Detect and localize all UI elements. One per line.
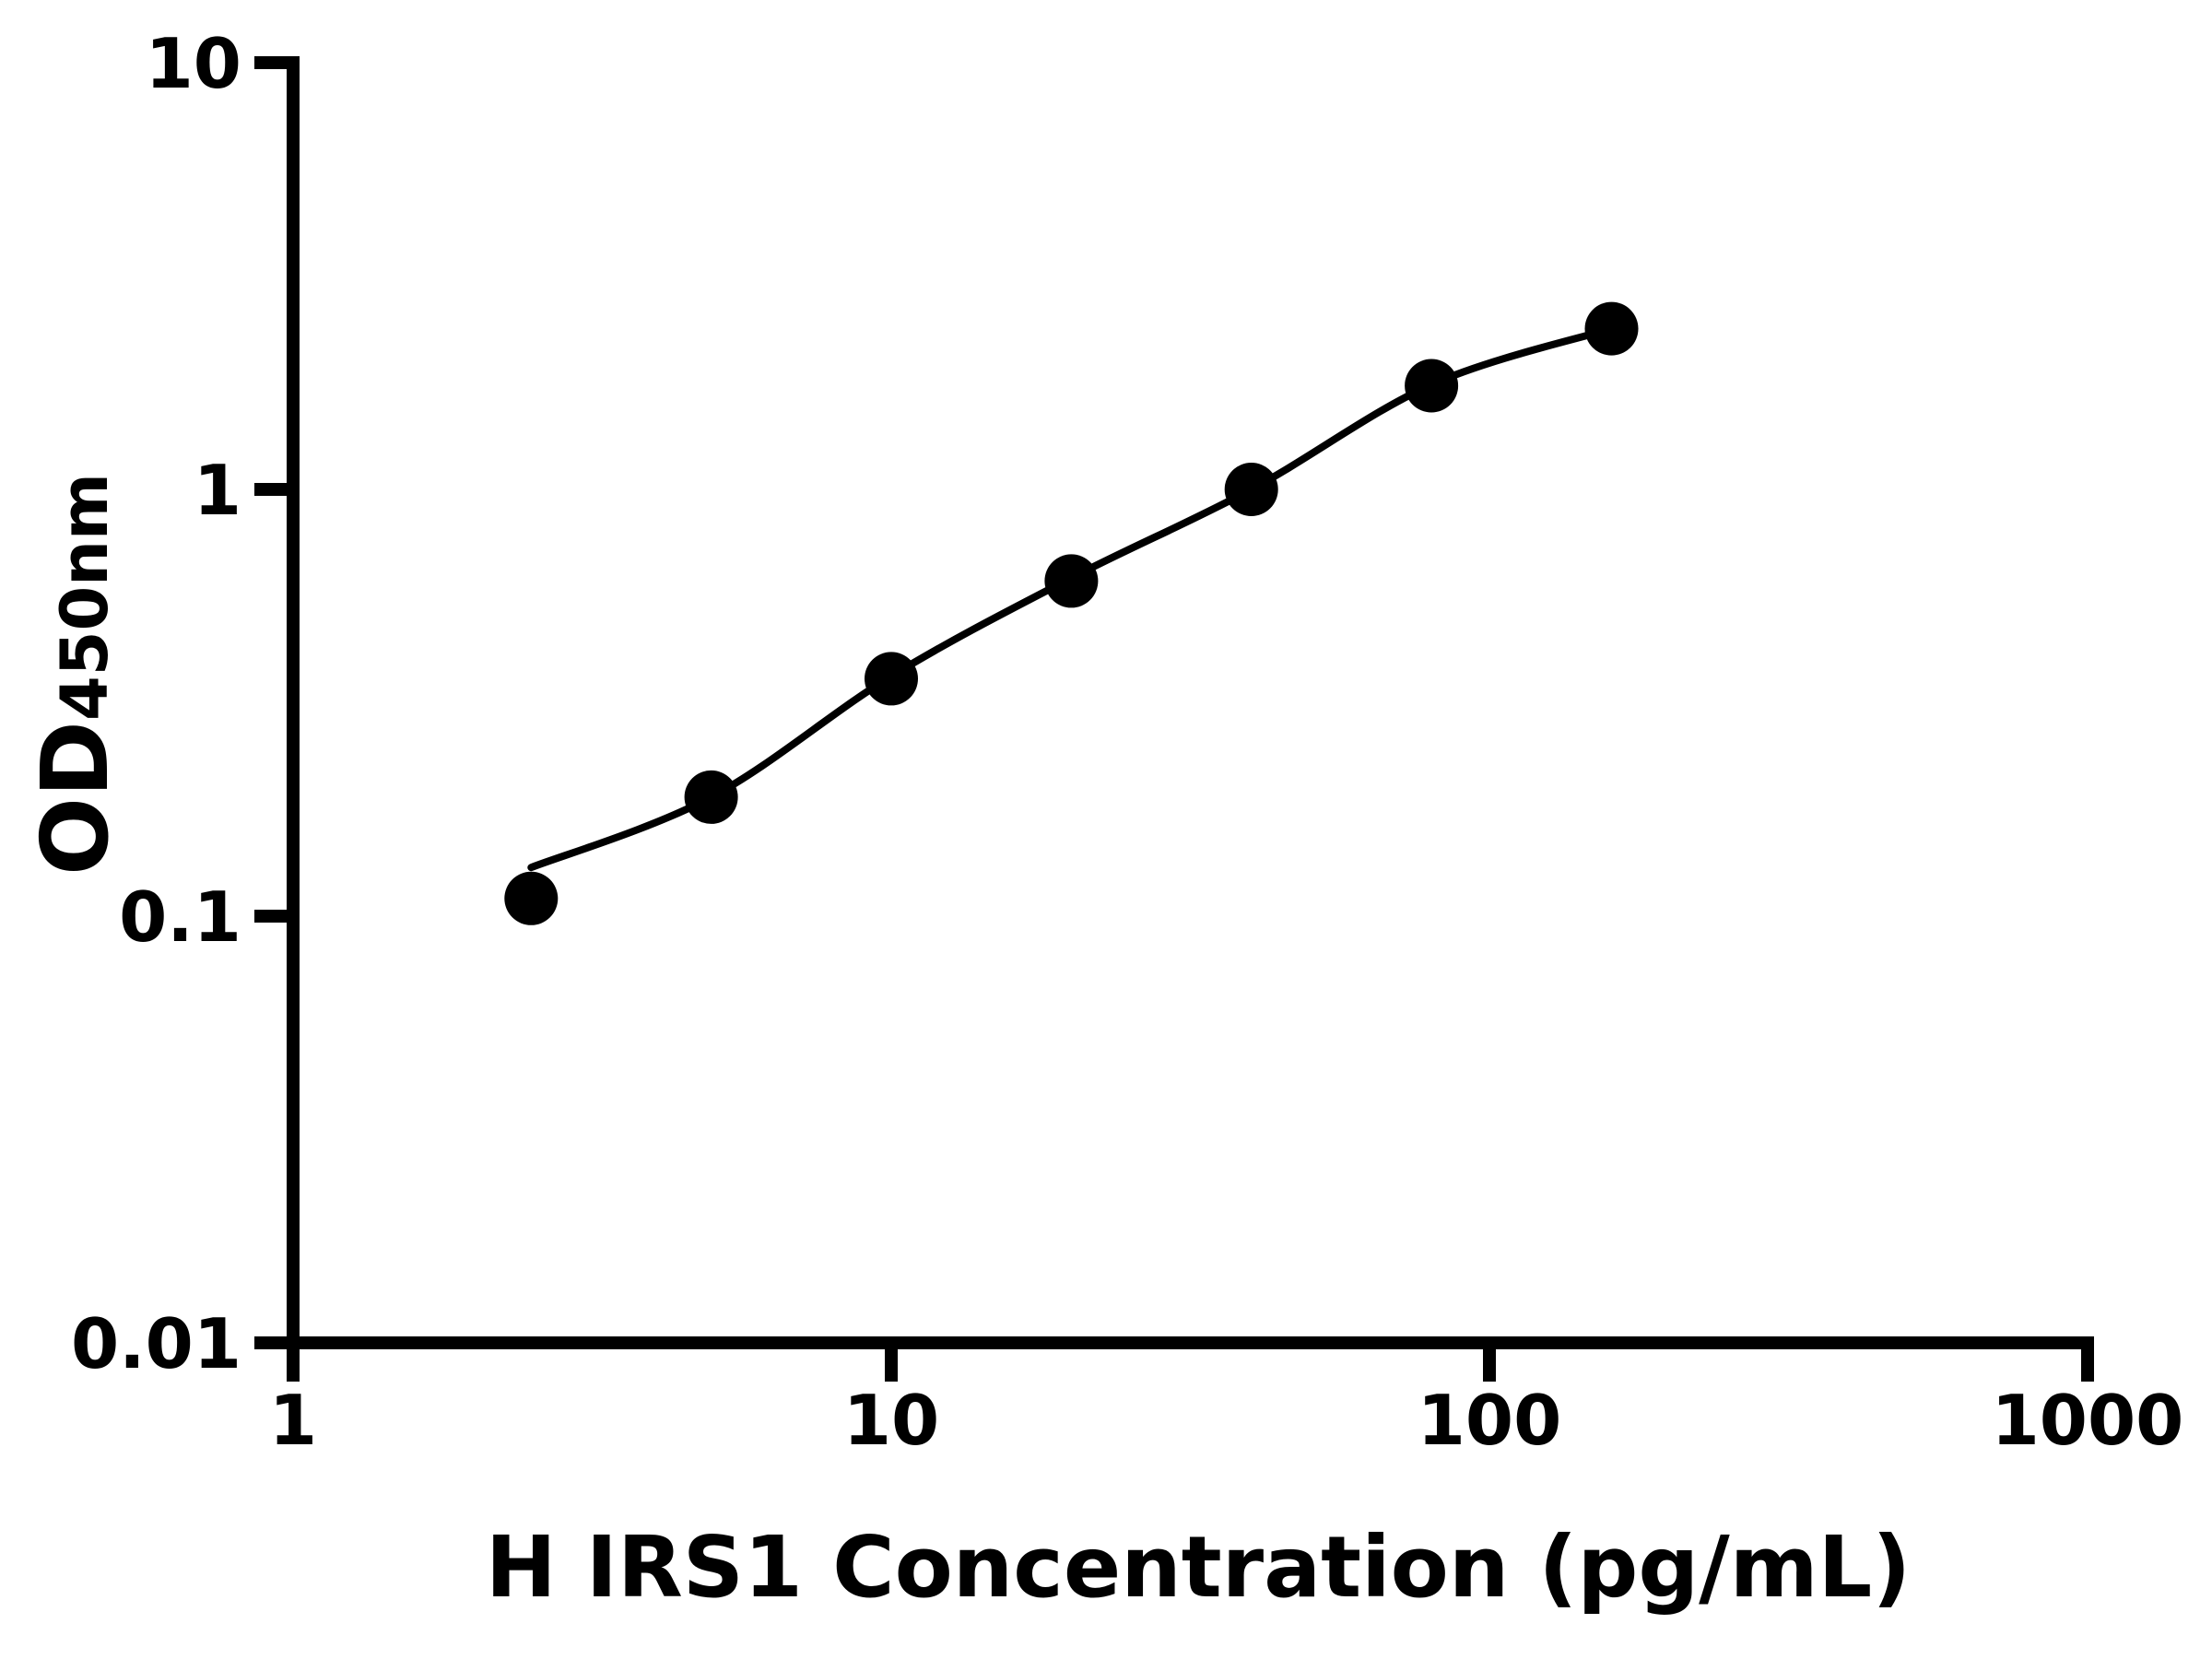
x-tick-label: 1000 — [1992, 1380, 2184, 1461]
axes — [287, 56, 2094, 1349]
y-tick-label: 0.1 — [119, 877, 241, 958]
data-point — [1224, 463, 1278, 516]
y-tick-label: 0.01 — [71, 1303, 241, 1384]
data-point — [1044, 554, 1099, 608]
x-tick-label: 100 — [1418, 1380, 1562, 1461]
y-axis-title-main: OD — [21, 721, 129, 876]
y-tick-label: 1 — [194, 450, 241, 531]
tick-marks-and-labels: 10 1 0.1 0.01 1 10 100 1000 — [71, 23, 2183, 1461]
x-tick-label: 10 — [843, 1380, 939, 1461]
x-tick-label: 1 — [269, 1380, 317, 1461]
data-point — [684, 770, 738, 824]
data-point — [1584, 301, 1639, 356]
x-axis-title: H IRS1 Concentration (pg/mL) — [486, 1518, 1912, 1617]
y-tick-label: 10 — [146, 23, 241, 104]
plot-area — [504, 301, 1639, 925]
data-point — [865, 652, 918, 706]
y-axis-title-subscript: 450nm — [47, 473, 123, 721]
data-point — [1405, 359, 1459, 413]
y-axis-title: OD450nm — [21, 473, 129, 876]
data-point — [504, 871, 559, 925]
